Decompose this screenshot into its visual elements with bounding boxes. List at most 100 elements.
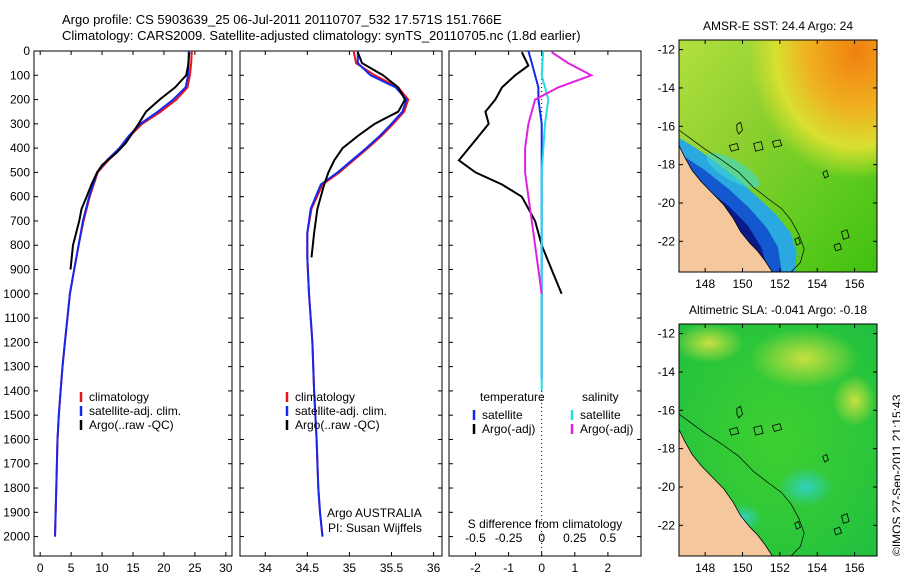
- map-x-tick-label: 148: [695, 277, 715, 291]
- reef-outline: [753, 425, 764, 436]
- x-tick-label: 30: [219, 561, 233, 575]
- map-frame: [678, 323, 878, 557]
- legend-group-title: temperature: [480, 390, 545, 404]
- map-y-tick-label: -16: [658, 403, 676, 417]
- map-y-tick-label: -14: [658, 81, 676, 95]
- timestamp-stamp: ©IMOS 27-Sep-2011 21:15:43: [890, 394, 900, 556]
- reef-outline: [728, 427, 740, 436]
- legend-label: satellite: [482, 408, 523, 422]
- legend-label: Argo(..raw -QC): [89, 418, 174, 432]
- reef-outline: [736, 405, 743, 419]
- y-tick-label: 1800: [3, 481, 30, 495]
- sla-high-east: [832, 374, 877, 427]
- pi-credit: PI: Susan Wijffels: [328, 521, 422, 535]
- figure-title-line2: Climatology: CARS2009. Satellite-adjuste…: [62, 28, 581, 43]
- y-tick-label: 2000: [3, 530, 30, 544]
- y-tick-label: 900: [10, 263, 30, 277]
- series-argo: [69, 52, 191, 270]
- sla-high-north: [749, 328, 860, 389]
- reef-outline: [841, 513, 850, 524]
- legend-label: climatology: [295, 390, 355, 404]
- map-y-tick-label: -18: [658, 442, 676, 456]
- series-climatology: [306, 50, 410, 537]
- map-x-tick-label: 156: [845, 561, 865, 575]
- chart-difference: -2-1012T difference from climatology-0.5…: [448, 50, 642, 580]
- x-tick-label: 20: [157, 561, 171, 575]
- legend-label: climatology: [89, 390, 149, 404]
- map-panels: AMSR-E SST: 24.4 Argo: 24 148 150 152 154 156…: [658, 19, 878, 575]
- legend-label: Argo(-adj): [580, 422, 633, 436]
- reef-outline: [753, 141, 764, 152]
- y-tick-label: 600: [10, 190, 30, 204]
- y-tick-label: 0: [23, 44, 30, 58]
- series-temperature-argo: [457, 51, 563, 295]
- map-y-tick-label: -20: [658, 196, 676, 210]
- legend-label: Argo(..raw -QC): [295, 418, 380, 432]
- plot-panels: 0100200300400500600700800900100011001200…: [3, 44, 642, 580]
- x-tick-label: 2: [605, 561, 612, 575]
- reef-outline: [794, 520, 801, 530]
- reef-outline: [822, 453, 829, 463]
- reef-outline: [728, 143, 740, 152]
- legend-label: Argo(-adj): [482, 422, 535, 436]
- reef-outline: [771, 139, 783, 148]
- map-frame: [678, 39, 878, 273]
- map-field: [679, 40, 877, 272]
- s-tick-label: 0.25: [563, 531, 587, 545]
- s-tick-label: -0.5: [465, 531, 486, 545]
- x-tick-label: 35: [343, 561, 357, 575]
- y-tick-label: 100: [10, 68, 30, 82]
- map-sla: Altimetric SLA: -0.041 Argo: -0.18 148 150…: [658, 303, 878, 575]
- legend-label: satellite-adj. clim.: [295, 404, 387, 418]
- x-tick-label: 34: [259, 561, 273, 575]
- reef-outline: [822, 169, 829, 179]
- map-x-tick-label: 150: [732, 561, 752, 575]
- shelf-contour: [679, 129, 805, 272]
- y-tick-label: 1400: [3, 384, 30, 398]
- coastline: [679, 145, 773, 272]
- x-tick-label: 10: [95, 561, 109, 575]
- map-field: [679, 324, 877, 556]
- map-x-tick-label: 152: [770, 277, 790, 291]
- x-tick-label: 5: [68, 561, 75, 575]
- y-tick-label: 1200: [3, 335, 30, 349]
- legend-group-title: salinity: [582, 390, 619, 404]
- plot-frame: [33, 50, 233, 557]
- plot-frame: [239, 50, 443, 557]
- sst-cyan-pocket: [706, 153, 760, 188]
- series-satellite: [54, 51, 190, 537]
- reef-outline: [833, 526, 843, 536]
- series-argo: [310, 51, 407, 258]
- s-tick-label: 0.5: [600, 531, 617, 545]
- reef-outline: [833, 242, 843, 252]
- argo-credit: Argo AUSTRALIA: [327, 506, 422, 520]
- legend-label: satellite: [580, 408, 621, 422]
- sla-high-west: [679, 324, 744, 364]
- y-tick-label: 800: [10, 238, 30, 252]
- map-y-tick-label: -12: [658, 43, 676, 57]
- figure-title-line1: Argo profile: CS 5903639_25 06-Jul-2011 …: [62, 12, 502, 27]
- map-x-tick-label: 156: [845, 277, 865, 291]
- x-tick-label: 15: [126, 561, 140, 575]
- map-y-tick-label: -16: [658, 119, 676, 133]
- x-tick-label: 34.5: [296, 561, 320, 575]
- map-x-tick-label: 148: [695, 561, 715, 575]
- land: [679, 429, 773, 556]
- x-tick-label: 0: [538, 561, 545, 575]
- reef-outline: [736, 121, 743, 135]
- series-satellite: [306, 51, 408, 537]
- map-y-tick-label: -12: [658, 327, 676, 341]
- coastline: [679, 429, 773, 556]
- map-y-tick-label: -22: [658, 234, 676, 248]
- y-tick-label: 1000: [3, 287, 30, 301]
- x-tick-label: 36: [427, 561, 441, 575]
- reef-outline: [841, 229, 850, 240]
- y-tick-label: 1100: [4, 311, 30, 325]
- chart-temperature: 0100200300400500600700800900100011001200…: [3, 44, 233, 580]
- plot-frame: [448, 50, 642, 557]
- land: [679, 145, 773, 272]
- map-title: Altimetric SLA: -0.041 Argo: -0.18: [689, 303, 867, 317]
- x-tick-label: 25: [188, 561, 202, 575]
